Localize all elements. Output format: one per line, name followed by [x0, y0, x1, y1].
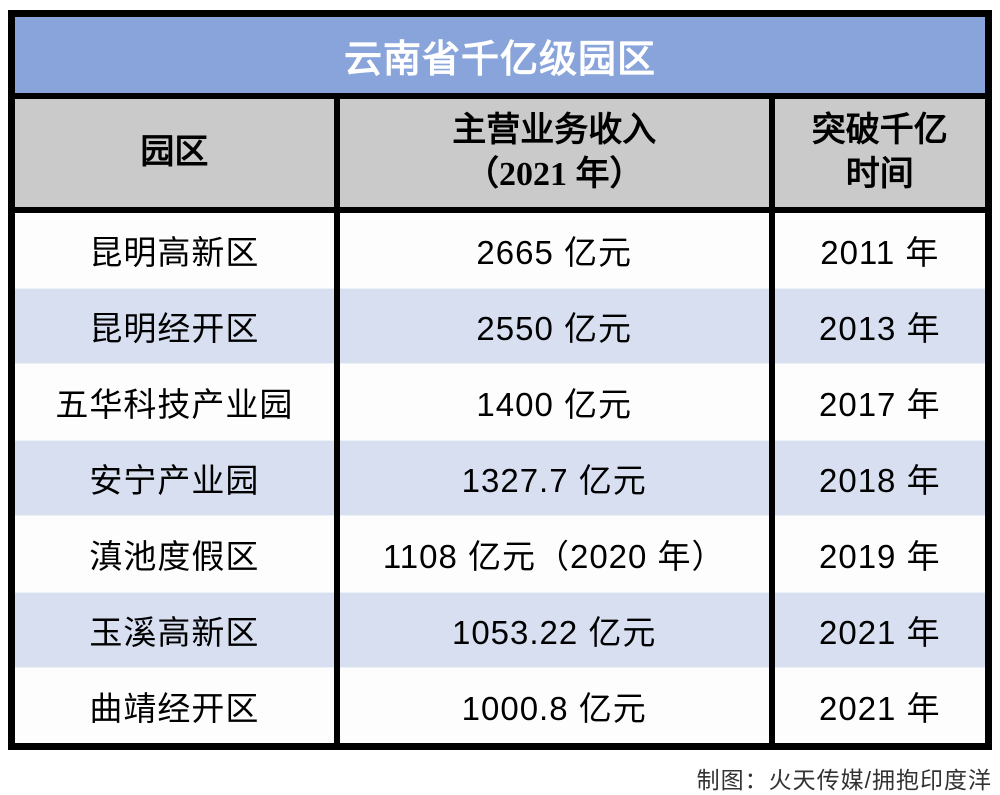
column-header-year: 突破千亿 时间 [768, 96, 989, 213]
revenue-cell: 2550 亿元 [333, 287, 772, 364]
column-header-year-line2: 时间 [845, 155, 914, 193]
parks-table: 云南省千亿级园区 园区 主营业务收入 （2021 年） 突破千亿 时间 昆明高新… [8, 10, 992, 750]
infographic-page: 云南省千亿级园区 园区 主营业务收入 （2021 年） 突破千亿 时间 昆明高新… [8, 10, 992, 793]
revenue-cell: 1327.7 亿元 [333, 439, 772, 516]
table-row: 昆明经开区 2550 亿元 2013 年 [11, 287, 989, 364]
table-row: 昆明高新区 2665 亿元 2011 年 [11, 210, 989, 288]
column-header-park: 园区 [11, 96, 337, 213]
revenue-cell: 1000.8 亿元 [333, 667, 772, 747]
park-cell: 玉溪高新区 [11, 591, 337, 668]
header-row: 园区 主营业务收入 （2021 年） 突破千亿 时间 [11, 96, 989, 213]
park-cell: 安宁产业园 [11, 439, 337, 516]
park-cell: 昆明经开区 [11, 287, 337, 364]
revenue-cell: 1400 亿元 [333, 363, 772, 440]
year-cell: 2013 年 [768, 287, 989, 364]
park-cell: 五华科技产业园 [11, 363, 337, 440]
year-cell: 2017 年 [768, 363, 989, 440]
year-cell: 2019 年 [768, 515, 989, 592]
table-row: 五华科技产业园 1400 亿元 2017 年 [11, 363, 989, 440]
park-cell: 昆明高新区 [11, 210, 337, 288]
column-header-revenue-line2: （2021 年） [464, 156, 644, 193]
table-row: 曲靖经开区 1000.8 亿元 2021 年 [11, 667, 989, 747]
revenue-cell: 2665 亿元 [333, 210, 772, 288]
table-title: 云南省千亿级园区 [11, 13, 989, 99]
year-cell: 2021 年 [768, 591, 989, 668]
column-header-year-line1: 突破千亿 [811, 111, 948, 150]
credit-line: 制图：火天传媒/拥抱印度洋 [696, 767, 992, 793]
table-body: 昆明高新区 2665 亿元 2011 年 昆明经开区 2550 亿元 2013 … [11, 210, 989, 747]
table-row: 安宁产业园 1327.7 亿元 2018 年 [11, 439, 989, 516]
title-row: 云南省千亿级园区 [11, 13, 989, 99]
table-row: 玉溪高新区 1053.22 亿元 2021 年 [11, 591, 989, 668]
column-header-revenue: 主营业务收入 （2021 年） [333, 96, 772, 213]
year-cell: 2021 年 [768, 667, 989, 747]
table-row: 滇池度假区 1108 亿元（2020 年） 2019 年 [11, 515, 989, 592]
revenue-cell: 1108 亿元（2020 年） [333, 515, 772, 592]
revenue-cell: 1053.22 亿元 [333, 591, 772, 668]
column-header-revenue-line1: 主营业务收入 [452, 111, 657, 150]
park-cell: 滇池度假区 [11, 515, 337, 592]
year-cell: 2011 年 [768, 210, 989, 288]
park-cell: 曲靖经开区 [11, 667, 337, 747]
column-header-park-label: 园区 [140, 133, 209, 172]
year-cell: 2018 年 [768, 439, 989, 516]
